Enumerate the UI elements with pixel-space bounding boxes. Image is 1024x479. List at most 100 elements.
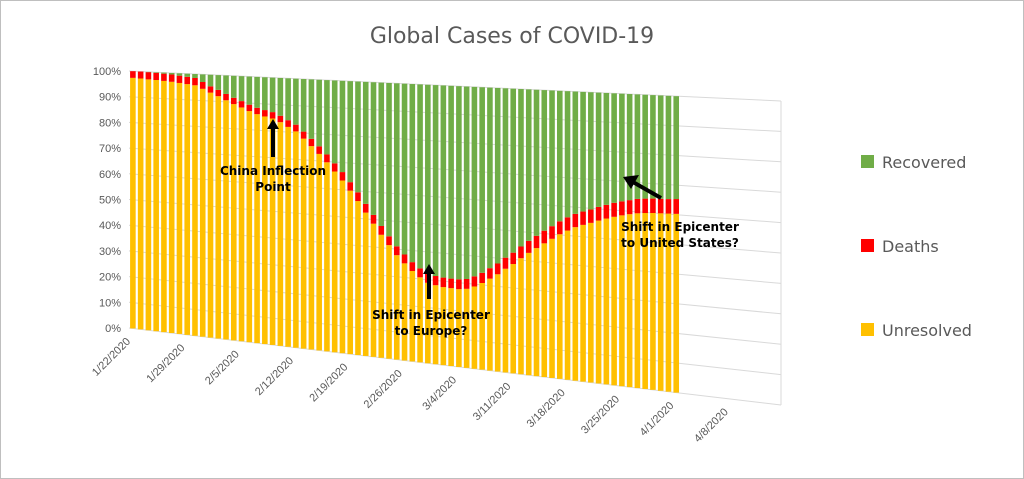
x-tick-label: 2/5/2020 [203, 348, 242, 387]
bar-segment-recovered [650, 95, 656, 199]
bar-segment-deaths [510, 252, 517, 265]
x-tick-label: 1/22/2020 [90, 336, 133, 379]
bar-segment-deaths [269, 112, 276, 119]
bar-segment-unresolved [184, 84, 191, 335]
bar-segment-deaths [378, 225, 385, 235]
bar-segment-unresolved [223, 100, 229, 340]
bar-segment-unresolved [300, 138, 307, 349]
bar-segment-recovered [230, 75, 237, 98]
bar-segment-recovered [673, 96, 680, 200]
bar-segment-deaths [161, 73, 167, 81]
bar-segment-deaths [440, 277, 447, 288]
bar-segment-deaths [657, 198, 664, 214]
bar-segment-unresolved [665, 213, 672, 392]
bar-segment-unresolved [192, 85, 198, 336]
bar-segment-recovered [254, 76, 260, 108]
bar-segment-recovered [541, 90, 548, 231]
bar-segment-deaths [456, 279, 462, 290]
bar-segment-deaths [331, 163, 338, 172]
bar-segment-unresolved [440, 287, 447, 366]
bar-segment-unresolved [626, 214, 633, 388]
bar-segment-deaths [176, 75, 183, 83]
bar-segment-recovered [564, 91, 571, 218]
bar-segment-unresolved [153, 80, 159, 332]
bar-segment-deaths [316, 146, 322, 154]
bar-segment-deaths [588, 209, 594, 223]
bar-segment-deaths [386, 236, 392, 246]
legend-item-unresolved: Unresolved [861, 321, 972, 340]
bar-segment-deaths [215, 89, 222, 97]
bar-segment-recovered [161, 72, 167, 74]
annotation-arrow-head [423, 264, 435, 274]
x-tick-label: 2/26/2020 [362, 368, 405, 411]
bar-segment-unresolved [293, 131, 299, 348]
bar-segment-recovered [595, 92, 602, 207]
bar-segment-unresolved [386, 245, 392, 359]
bar-segment-deaths [533, 235, 540, 249]
bar-segment-deaths [370, 214, 377, 224]
bar-segment-deaths [262, 110, 268, 117]
bar-segment-recovered [533, 89, 540, 236]
annotation-text: Shift in Epicenter [621, 220, 739, 234]
bar-segment-deaths [153, 72, 159, 81]
bar-segment-unresolved [611, 216, 617, 386]
bar-segment-unresolved [572, 227, 579, 381]
bar-segment-recovered [642, 94, 648, 199]
bar-segment-unresolved [362, 212, 369, 356]
bar-segment-unresolved [417, 277, 423, 363]
bar-segment-unresolved [316, 153, 322, 351]
bar-segment-unresolved [650, 213, 656, 390]
bar-segment-unresolved [347, 190, 354, 355]
bar-segment-recovered [277, 77, 284, 116]
bar-segment-recovered [502, 88, 509, 258]
bar-segment-recovered [308, 79, 315, 139]
x-tick-label: 4/8/2020 [692, 406, 731, 445]
bar-segment-unresolved [642, 213, 648, 389]
bar-segment-unresolved [533, 248, 540, 377]
gridlines [128, 70, 782, 406]
bar-segment-deaths [401, 254, 408, 264]
bar-segment-recovered [401, 83, 408, 255]
bar-segment-unresolved [378, 234, 385, 358]
x-tick-label: 3/11/2020 [471, 381, 514, 424]
bar-segment-recovered [199, 74, 206, 82]
annotation-shift-europe: Shift in Epicenter to Europe? [372, 264, 490, 338]
bar-segment-unresolved [471, 286, 478, 369]
y-tick-label: 50% [99, 195, 121, 207]
bar-segment-deaths [487, 268, 493, 279]
bar-segment-deaths [393, 246, 400, 256]
y-tick-label: 100% [93, 66, 121, 78]
bar-segment-deaths [619, 201, 625, 216]
bar-segment-deaths [502, 257, 509, 269]
bar-segment-unresolved [308, 146, 315, 350]
legend-label: Deaths [882, 237, 939, 256]
bar-segment-unresolved [634, 213, 641, 389]
bar-segment-recovered [355, 81, 361, 193]
bar-segment-unresolved [673, 213, 680, 393]
bar-segment-deaths [494, 263, 501, 275]
bar-segment-unresolved [246, 111, 253, 343]
bar-segment-unresolved [549, 238, 555, 378]
bar-segment-recovered [657, 95, 664, 199]
bar-segment-deaths [223, 93, 229, 101]
legend: Recovered Deaths Unresolved [861, 153, 972, 340]
bar-segment-deaths [300, 131, 307, 139]
bar-segment-deaths [145, 72, 152, 80]
y-tick-label: 0% [105, 323, 121, 335]
bar-segment-unresolved [595, 220, 602, 384]
bar-segment-unresolved [401, 263, 408, 361]
bar-segment-deaths [192, 77, 198, 86]
bar-segment-recovered [448, 85, 454, 279]
bar-segment-unresolved [510, 264, 517, 374]
annotation-shift-united-states: Shift in Epicenter to United States? [621, 175, 739, 250]
bar-segment-unresolved [525, 252, 532, 376]
bar-segment-deaths [549, 226, 555, 239]
bar-segment-recovered [619, 93, 625, 202]
bar-segment-deaths [355, 192, 361, 202]
bar-segment-recovered [362, 81, 369, 204]
bar-segment-deaths [479, 272, 485, 283]
bar-segment-unresolved [262, 116, 268, 345]
legend-swatch [861, 155, 874, 168]
bar-segment-recovered [494, 87, 501, 264]
